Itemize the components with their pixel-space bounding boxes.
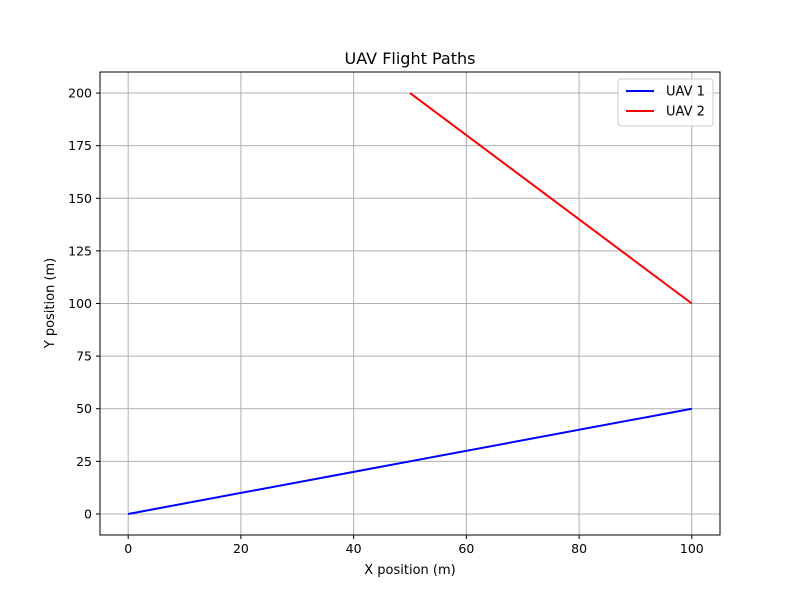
y-tick-label: 125: [68, 243, 92, 258]
y-tick-label: 100: [68, 296, 92, 311]
x-axis-label: X position (m): [364, 563, 455, 578]
y-tick-label: 50: [76, 401, 92, 416]
x-tick-label: 100: [680, 541, 704, 556]
chart-title: UAV Flight Paths: [345, 49, 476, 68]
y-tick-label: 150: [68, 191, 92, 206]
legend-label-uav-1: UAV 1: [666, 85, 705, 100]
y-tick-label: 25: [76, 454, 92, 469]
x-tick-label: 80: [571, 541, 587, 556]
y-axis-label: Y position (m): [43, 258, 58, 350]
series-line-uav-1: [127, 407, 693, 515]
y-tick-label: 0: [84, 506, 92, 521]
grid: [100, 72, 720, 535]
x-tick-label: 40: [346, 541, 362, 556]
x-tick-label: 20: [233, 541, 249, 556]
y-tick-label: 200: [68, 86, 92, 101]
x-tick-label: 60: [458, 541, 474, 556]
y-tick-label: 175: [68, 138, 92, 153]
y-tick-label: 75: [76, 349, 92, 364]
x-tick-label: 0: [124, 541, 132, 556]
legend-label-uav-2: UAV 2: [666, 105, 705, 120]
series-layer: [127, 92, 693, 515]
legend: UAV 1 UAV 2: [617, 78, 714, 127]
series-line-uav-2: [409, 92, 693, 305]
ticks: 0 20 40 60 80 100 0 25 50 75 100 125 150 175 200: [68, 86, 704, 556]
